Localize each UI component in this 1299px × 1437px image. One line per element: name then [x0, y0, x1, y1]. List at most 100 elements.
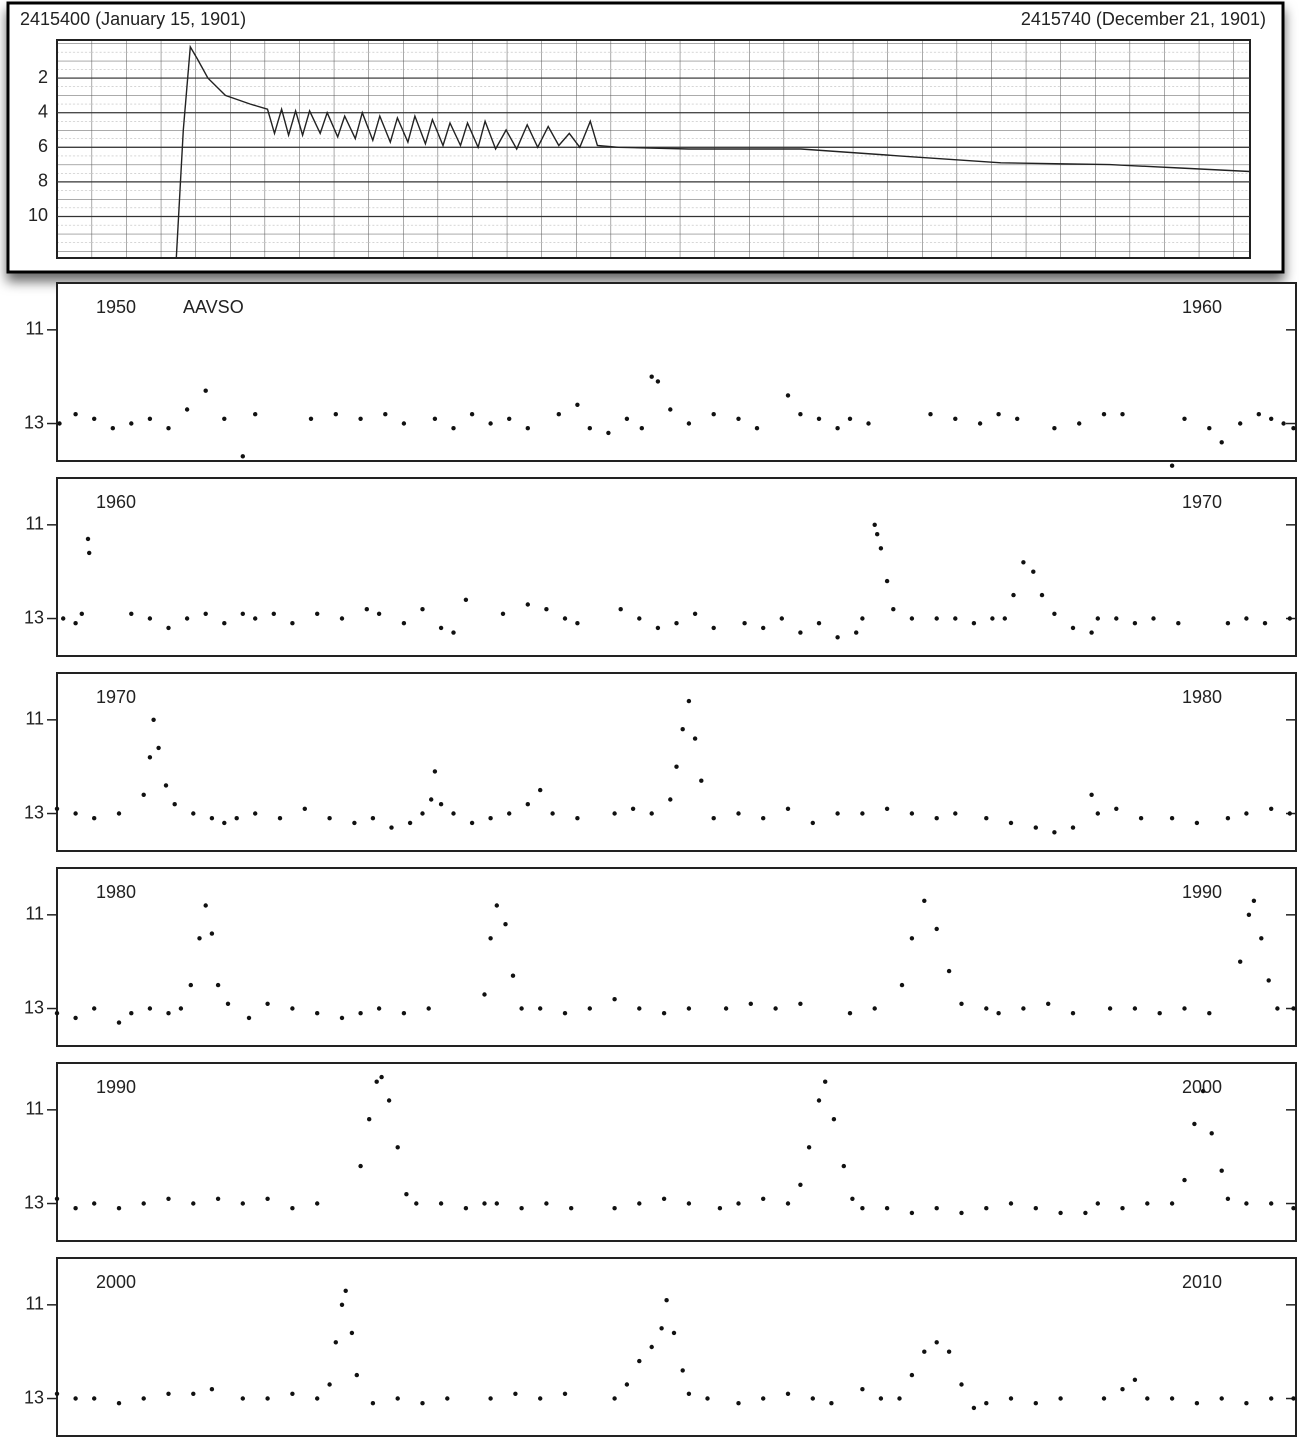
observation-dot — [371, 816, 375, 820]
observation-dot — [538, 788, 542, 792]
y-tick-label: 11 — [25, 1294, 44, 1314]
observation-dot — [637, 1359, 641, 1363]
observation-dot — [736, 811, 740, 815]
panel: 111319902000 — [24, 1063, 1296, 1241]
observation-dot — [151, 718, 155, 722]
observation-dot — [1170, 1396, 1174, 1400]
observation-dot — [315, 1201, 319, 1205]
observation-dot — [650, 811, 654, 815]
y-tick-label: 11 — [25, 319, 44, 339]
observation-dot — [1133, 1006, 1137, 1010]
y-tick-label: 10 — [28, 205, 48, 225]
observation-dot — [761, 816, 765, 820]
observation-dot — [129, 1011, 133, 1015]
observation-dot — [142, 1201, 146, 1205]
panel-frame — [57, 673, 1296, 851]
observation-dot — [402, 621, 406, 625]
observation-dot — [216, 1197, 220, 1201]
observation-dot — [204, 612, 208, 616]
observation-dot — [1034, 1401, 1038, 1405]
observation-dot — [488, 421, 492, 425]
observation-dot — [389, 825, 393, 829]
y-tick-label: 11 — [25, 904, 44, 924]
observation-dot — [55, 1392, 59, 1396]
observation-dot — [606, 431, 610, 435]
observation-dot — [897, 1396, 901, 1400]
observation-dot — [278, 816, 282, 820]
observation-dot — [1151, 616, 1155, 620]
observation-dot — [1182, 417, 1186, 421]
observation-dot — [352, 821, 356, 825]
observation-dot — [640, 426, 644, 430]
source-annotation: AAVSO — [183, 297, 244, 317]
observation-dot — [817, 417, 821, 421]
observation-dot — [451, 811, 455, 815]
observation-dot — [544, 607, 548, 611]
observation-dot — [253, 616, 257, 620]
observation-dot — [344, 1289, 348, 1293]
observation-dot — [1288, 811, 1292, 815]
observation-dot — [55, 1011, 59, 1015]
observation-dot — [1238, 421, 1242, 425]
observation-dot — [197, 936, 201, 940]
observation-dot — [935, 927, 939, 931]
observation-dot — [265, 1002, 269, 1006]
observation-dot — [879, 1396, 883, 1400]
observation-dot — [1083, 1211, 1087, 1215]
observation-dot — [693, 612, 697, 616]
observation-dot — [972, 1406, 976, 1410]
observation-dot — [786, 393, 790, 397]
observation-dot — [92, 816, 96, 820]
observation-dot — [503, 922, 507, 926]
observation-dot — [674, 765, 678, 769]
observation-dot — [1226, 621, 1230, 625]
observation-dot — [429, 797, 433, 801]
observation-dot — [798, 412, 802, 416]
observation-dot — [575, 403, 579, 407]
observation-dot — [117, 811, 121, 815]
observation-dot — [402, 421, 406, 425]
observation-dot — [451, 630, 455, 634]
observation-dot — [835, 811, 839, 815]
observation-dot — [309, 417, 313, 421]
observation-dot — [761, 626, 765, 630]
observation-dot — [724, 1006, 728, 1010]
y-tick-label: 13 — [24, 1387, 44, 1407]
observation-dot — [1052, 426, 1056, 430]
observation-dot — [253, 412, 257, 416]
observation-dot — [736, 1201, 740, 1205]
observation-dot — [210, 816, 214, 820]
observation-dot — [996, 1011, 1000, 1015]
observation-dot — [235, 816, 239, 820]
observation-dot — [290, 621, 294, 625]
observation-dot — [848, 1011, 852, 1015]
panel: 111319601970 — [24, 478, 1296, 656]
observation-dot — [712, 626, 716, 630]
observation-dot — [631, 807, 635, 811]
graph-paper — [57, 40, 1250, 258]
observation-dot — [972, 621, 976, 625]
observation-dot — [61, 616, 65, 620]
observation-dot — [780, 616, 784, 620]
observation-dot — [984, 1006, 988, 1010]
observation-dot — [204, 903, 208, 907]
observation-dot — [92, 1201, 96, 1205]
y-tick-label: 13 — [24, 997, 44, 1017]
observation-dot — [383, 412, 387, 416]
observation-dot — [247, 1016, 251, 1020]
decade-start-label: 1990 — [96, 1077, 136, 1097]
observation-dot — [959, 1211, 963, 1215]
observation-dot — [823, 1080, 827, 1084]
observation-dot — [1089, 630, 1093, 634]
observation-dot — [210, 931, 214, 935]
decade-start-label: 1970 — [96, 687, 136, 707]
observation-dot — [575, 621, 579, 625]
observation-dot — [860, 811, 864, 815]
panel: 111319501960AAVSO — [24, 283, 1296, 468]
observation-dot — [73, 1016, 77, 1020]
observation-dot — [736, 417, 740, 421]
observation-dot — [166, 1011, 170, 1015]
observation-dot — [575, 816, 579, 820]
observation-dot — [1244, 616, 1248, 620]
observation-dot — [129, 421, 133, 425]
